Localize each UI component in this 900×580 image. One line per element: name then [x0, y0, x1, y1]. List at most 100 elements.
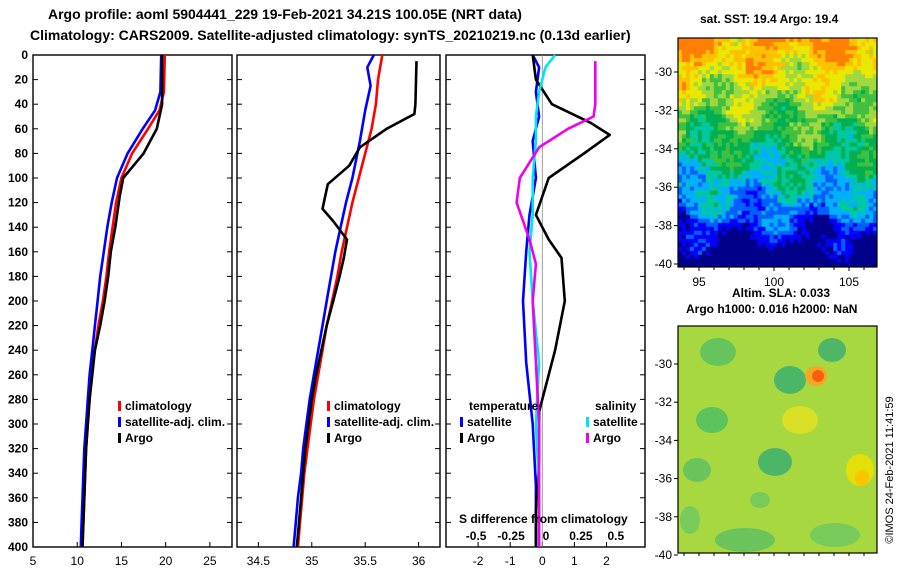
sst-cell: [781, 190, 786, 196]
sst-cell: [765, 246, 770, 252]
sst-cell: [797, 90, 802, 95]
sst-cell: [717, 166, 723, 171]
sst-cell: [805, 198, 810, 204]
sst-cell: [849, 202, 854, 208]
sst-cell: [697, 218, 703, 224]
sst-cell: [837, 230, 842, 236]
sst-cell: [857, 138, 862, 143]
sst-cell: [841, 78, 846, 83]
sst-cell: [801, 54, 806, 59]
sst-cell: [689, 242, 695, 248]
sst-cell: [729, 118, 735, 123]
sst-cell: [701, 170, 707, 175]
sst-cell: [797, 110, 802, 115]
sst-cell: [701, 218, 707, 224]
sst-cell: [805, 258, 810, 264]
sst-cell: [701, 162, 707, 167]
sst-cell: [681, 238, 687, 244]
sst-cell: [849, 86, 854, 91]
sst-cell: [741, 174, 747, 180]
sst-cell: [793, 54, 798, 59]
sst-cell: [737, 174, 743, 180]
sst-cell: [777, 190, 782, 196]
sst-cell: [769, 230, 774, 236]
sst-cell: [705, 46, 711, 51]
sst-cell: [713, 226, 719, 232]
sst-cell: [793, 134, 798, 139]
sst-cell: [721, 198, 727, 204]
sst-cell: [761, 182, 766, 188]
sst-cell: [773, 62, 778, 67]
sst-cell: [833, 62, 838, 67]
sst-cell: [869, 38, 874, 43]
sst-cell: [797, 238, 802, 244]
sst-cell: [709, 82, 715, 87]
sst-cell: [825, 250, 830, 256]
sst-cell: [709, 74, 715, 79]
sst-cell: [781, 242, 786, 248]
sst-cell: [725, 198, 731, 204]
sst-cell: [861, 110, 866, 115]
sst-cell: [833, 150, 838, 155]
sst-cell: [797, 50, 802, 55]
legend-temperature-title: temperature: [469, 399, 539, 413]
sst-cell: [761, 38, 766, 43]
legend-climatology-swatch: [327, 401, 330, 411]
sst-cell: [733, 38, 739, 43]
sst-cell: [721, 162, 727, 167]
sst-cell: [825, 158, 830, 163]
sst-cell: [865, 230, 870, 236]
series-line-temperature-satellite: [79, 54, 163, 548]
sst-cell: [733, 62, 739, 67]
sst-cell: [741, 38, 747, 43]
sst-cell: [789, 214, 794, 220]
sst-cell: [837, 82, 842, 87]
sst-cell: [781, 130, 786, 135]
sst-cell: [869, 190, 874, 196]
sst-cell: [837, 202, 842, 208]
sst-cell: [805, 78, 810, 83]
sst-cell: [849, 198, 854, 204]
sst-cell: [749, 242, 755, 248]
sst-cell: [693, 130, 699, 135]
sst-cell: [865, 254, 870, 260]
sst-cell: [749, 202, 755, 208]
sst-cell: [813, 66, 818, 71]
sst-cell: [773, 142, 778, 147]
sst-cell: [737, 146, 743, 151]
sst-cell: [721, 126, 727, 131]
sst-cell: [745, 46, 751, 51]
sst-cell: [873, 50, 878, 55]
sst-cell: [821, 38, 826, 43]
sst-cell: [765, 258, 770, 264]
sst-cell: [861, 42, 866, 47]
sst-cell: [761, 238, 766, 244]
sst-cell: [805, 98, 810, 103]
sst-cell: [721, 254, 727, 260]
sst-cell: [685, 202, 691, 208]
sst-cell: [693, 170, 699, 175]
sst-cell: [841, 222, 846, 228]
sst-cell: [825, 242, 830, 248]
sst-cell: [793, 194, 798, 200]
sst-cell: [737, 74, 743, 79]
sst-cell: [841, 238, 846, 244]
sst-cell: [829, 62, 834, 67]
sst-cell: [793, 94, 798, 99]
sst-cell: [749, 182, 755, 188]
sst-cell: [849, 174, 854, 180]
sst-cell: [825, 98, 830, 103]
sst-cell: [741, 258, 747, 264]
series-line-salinity-argo: [295, 61, 418, 548]
sst-cell: [805, 166, 810, 171]
sst-cell: [797, 246, 802, 252]
sst-cell: [785, 110, 790, 115]
sst-cell: [869, 134, 874, 139]
sst-cell: [785, 166, 790, 171]
sst-cell: [685, 86, 691, 91]
sst-cell: [749, 258, 755, 264]
sst-cell: [693, 102, 699, 107]
sst-cell: [753, 258, 758, 264]
sst-cell: [805, 70, 810, 75]
sst-cell: [865, 150, 870, 155]
